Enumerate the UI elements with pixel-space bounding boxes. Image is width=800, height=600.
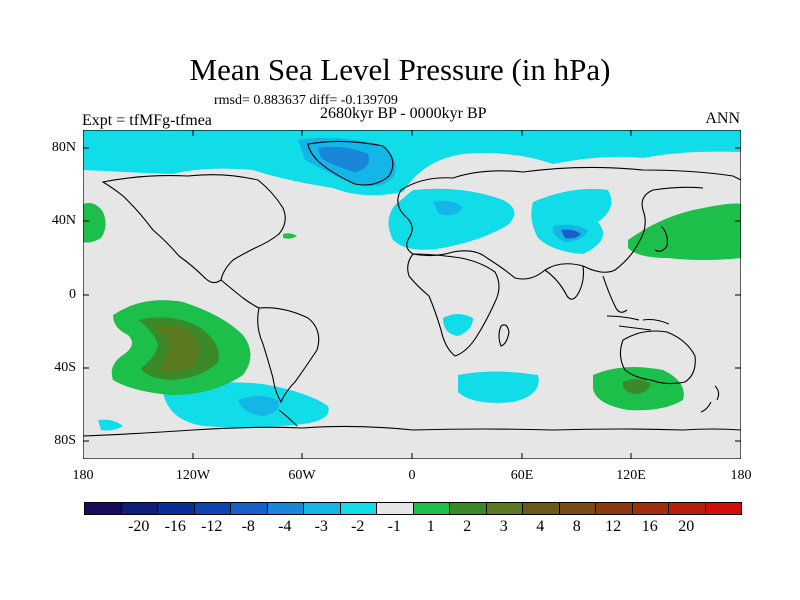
colorbar-label: 8 xyxy=(572,518,581,535)
coastlines xyxy=(83,140,741,437)
colorbar-box xyxy=(668,502,706,515)
colorbar-box xyxy=(631,502,669,515)
colorbar-label: -12 xyxy=(201,518,223,535)
colorbar-box xyxy=(485,502,523,515)
colorbar-box xyxy=(412,502,450,515)
colorbar-label: 2 xyxy=(463,518,472,535)
colorbar-box xyxy=(193,502,231,515)
colorbar-label: -8 xyxy=(241,518,255,535)
season-label: ANN xyxy=(705,110,740,127)
colorbar-box xyxy=(376,502,414,515)
colorbar-label: -16 xyxy=(164,518,186,535)
lon-label: 0 xyxy=(408,468,416,483)
lat-label: 0 xyxy=(69,287,76,302)
map-canvas xyxy=(83,130,741,459)
lat-label: 40S xyxy=(54,360,76,375)
colorbar-box xyxy=(704,502,742,515)
colorbar-box xyxy=(120,502,158,515)
stats-label: rmsd= 0.883637 diff= -0.139709 xyxy=(214,93,398,108)
lat-label: 80S xyxy=(54,433,76,448)
colorbar-label: -20 xyxy=(128,518,150,535)
colorbar-label: -1 xyxy=(387,518,401,535)
colorbar-box xyxy=(266,502,304,515)
colorbar-box xyxy=(303,502,341,515)
colorbar-box xyxy=(84,502,122,515)
experiment-label: Expt = tfMFg-tfmea xyxy=(82,112,212,129)
colorbar-label: 12 xyxy=(605,518,622,535)
colorbar xyxy=(84,502,742,515)
lon-label: 120E xyxy=(616,468,646,483)
colorbar-box xyxy=(157,502,195,515)
lat-label: 80N xyxy=(51,140,76,155)
colorbar-label: -4 xyxy=(278,518,292,535)
lon-label: 120W xyxy=(175,468,211,483)
colorbar-label: -2 xyxy=(351,518,365,535)
colorbar-label: 3 xyxy=(499,518,508,535)
colorbar-box xyxy=(595,502,633,515)
colorbar-box xyxy=(449,502,487,515)
colorbar-label: 20 xyxy=(678,518,695,535)
map-panel xyxy=(83,130,741,459)
lon-label: 60W xyxy=(288,468,316,483)
lon-label: 180 xyxy=(72,468,94,483)
lon-label: 60E xyxy=(510,468,534,483)
period-label: 2680kyr BP - 0000kyr BP xyxy=(320,105,487,122)
lat-label: 40N xyxy=(51,213,76,228)
pressure-anomaly-fills xyxy=(83,130,741,431)
plot-title: Mean Sea Level Pressure (in hPa) xyxy=(189,52,611,87)
colorbar-box xyxy=(230,502,268,515)
colorbar-label: 16 xyxy=(641,518,658,535)
colorbar-label: 4 xyxy=(536,518,545,535)
colorbar-box xyxy=(522,502,560,515)
axis-ticks xyxy=(83,130,741,459)
lon-label: 180 xyxy=(730,468,752,483)
colorbar-box xyxy=(339,502,377,515)
colorbar-label: -3 xyxy=(314,518,328,535)
colorbar-box xyxy=(558,502,596,515)
colorbar-label: 1 xyxy=(426,518,435,535)
